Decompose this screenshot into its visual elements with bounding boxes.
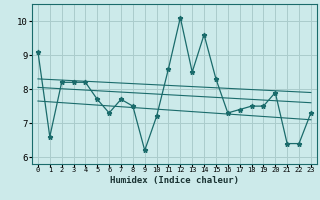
X-axis label: Humidex (Indice chaleur): Humidex (Indice chaleur) xyxy=(110,176,239,185)
